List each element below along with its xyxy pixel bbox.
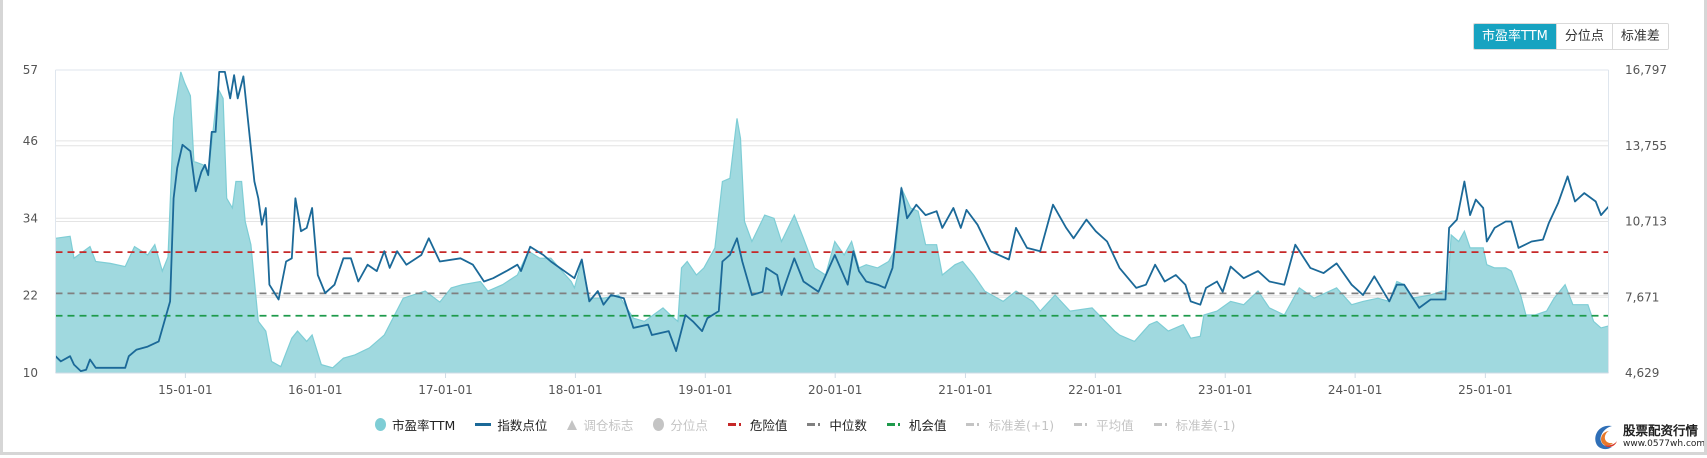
circle-icon xyxy=(375,418,386,431)
std-dev-button[interactable]: 标准差 xyxy=(1611,24,1668,49)
legend-item[interactable]: 市盈率TTM xyxy=(375,415,455,434)
right-y-tick-label: 7,671 xyxy=(1625,290,1659,304)
x-tick-label: 19-01-01 xyxy=(678,383,732,397)
x-tick-label: 18-01-01 xyxy=(548,383,602,397)
pe-ttm-area-outline xyxy=(55,71,1609,369)
left-y-tick-label: 22 xyxy=(23,289,38,303)
threshold-lines xyxy=(55,251,1609,317)
right-y-tick-label: 10,713 xyxy=(1625,215,1667,229)
index-level-line xyxy=(54,71,1610,372)
line-icon xyxy=(475,423,492,426)
percentile-button[interactable]: 分位点 xyxy=(1555,24,1612,49)
legend-label: 标准差(+1) xyxy=(988,418,1055,433)
legend-item[interactable]: 危险值 xyxy=(727,415,788,434)
left-y-tick-label: 10 xyxy=(23,366,38,380)
legend-item[interactable]: 指数点位 xyxy=(475,415,547,434)
metric-toggle-group: 市盈率TTM 分位点 标准差 xyxy=(1473,23,1669,50)
watermark-name: 股票配资行情 xyxy=(1623,423,1699,439)
x-tick-label: 25-01-01 xyxy=(1458,383,1512,397)
x-tick-label: 22-01-01 xyxy=(1068,383,1122,397)
legend-label: 危险值 xyxy=(749,418,788,433)
watermark-logo: 股票配资行情 www.0577wh.com xyxy=(1590,422,1706,452)
legend-label: 分位点 xyxy=(670,418,708,433)
legend-label: 调仓标志 xyxy=(583,418,634,433)
x-tick-label: 15-01-01 xyxy=(158,383,212,397)
dashed-line-icon xyxy=(966,423,983,426)
pe-ttm-button[interactable]: 市盈率TTM xyxy=(1474,24,1556,49)
dashed-line-icon xyxy=(807,423,824,426)
legend-label: 标准差(-1) xyxy=(1175,418,1236,433)
x-tick-label: 24-01-01 xyxy=(1328,383,1382,397)
dashed-line-icon xyxy=(886,423,903,426)
watermark-url: www.0577wh.com xyxy=(1623,438,1706,449)
legend-item[interactable]: 调仓标志 xyxy=(567,415,633,434)
dashed-line-icon xyxy=(1153,423,1170,426)
swirl-logo-icon xyxy=(1595,425,1617,450)
legend-item[interactable]: 标准差(-1) xyxy=(1153,415,1236,434)
right-y-axis: 4,629 7,671 10,713 13,755 16,797 xyxy=(1625,63,1667,380)
chart-legend: 市盈率TTM 指数点位 调仓标志 分位点 危险值 中位数 机会值 标准差(+1) 平均值 标准差(… xyxy=(375,415,1235,434)
x-tick-label: 23-01-01 xyxy=(1198,383,1252,397)
x-tick-label: 21-01-01 xyxy=(938,383,992,397)
right-y-tick-label: 16,797 xyxy=(1625,63,1667,77)
x-tick-label: 16-01-01 xyxy=(288,383,342,397)
x-axis: 15-01-01 16-01-01 17-01-01 18-01-01 19-01-01… xyxy=(158,373,1513,397)
dashed-line-icon xyxy=(727,423,744,426)
left-y-axis: 10 22 34 46 57 xyxy=(23,63,38,380)
circle-icon xyxy=(653,418,665,431)
left-y-tick-label: 34 xyxy=(23,211,38,225)
legend-item[interactable]: 分位点 xyxy=(653,415,708,434)
plot-border xyxy=(55,69,1609,374)
triangle-icon xyxy=(567,419,578,430)
legend-label: 市盈率TTM xyxy=(392,418,456,433)
legend-item[interactable]: 平均值 xyxy=(1074,415,1134,434)
x-tick-label: 20-01-01 xyxy=(808,383,862,397)
right-y-tick-label: 13,755 xyxy=(1625,139,1667,153)
legend-label: 平均值 xyxy=(1096,418,1134,433)
grid-lines xyxy=(55,140,1609,298)
legend-item[interactable]: 中位数 xyxy=(807,415,867,434)
left-y-tick-label: 46 xyxy=(23,134,38,148)
right-y-tick-label: 4,629 xyxy=(1625,366,1659,380)
legend-label: 指数点位 xyxy=(497,418,548,433)
dashed-line-icon xyxy=(1074,423,1091,426)
legend-label: 中位数 xyxy=(829,418,867,433)
x-tick-label: 17-01-01 xyxy=(418,383,472,397)
left-y-tick-label: 57 xyxy=(23,63,38,77)
legend-item[interactable]: 机会值 xyxy=(886,415,947,434)
pe-ttm-area xyxy=(55,71,1609,374)
legend-label: 机会值 xyxy=(908,418,947,433)
legend-item[interactable]: 标准差(+1) xyxy=(966,415,1054,434)
